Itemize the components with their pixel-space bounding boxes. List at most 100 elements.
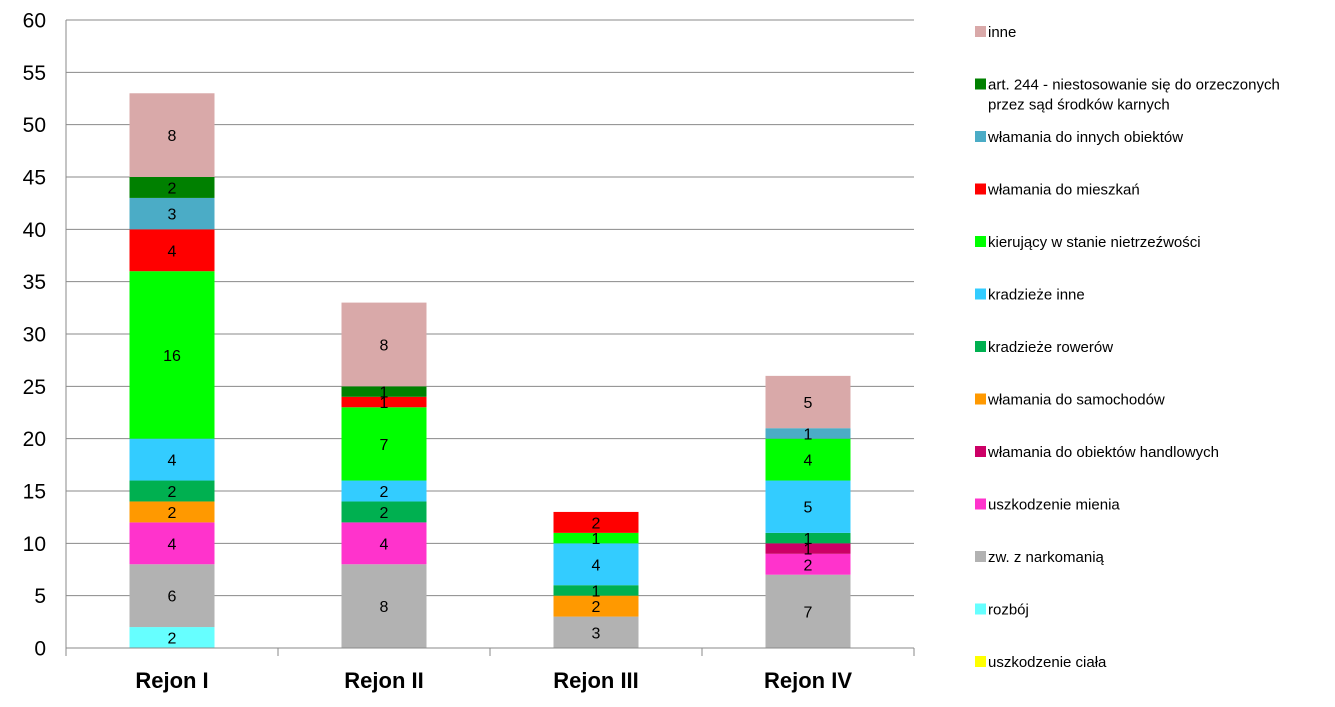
legend-label: rozbój: [988, 602, 1029, 619]
y-tick-label: 20: [23, 428, 46, 451]
legend-label: zw. z narkomanią: [988, 549, 1105, 566]
data-label: 1: [804, 542, 813, 559]
data-label: 3: [592, 625, 601, 642]
legend-swatch: [975, 446, 986, 457]
data-label: 5: [804, 500, 813, 517]
y-tick-label: 10: [23, 533, 46, 556]
y-tick-label: 5: [34, 585, 46, 608]
legend-swatch: [975, 498, 986, 510]
legend-swatch: [975, 603, 986, 615]
data-label: 1: [592, 583, 601, 600]
legend-item: art. 244 - niestosowanie się do orzeczon…: [975, 77, 1280, 114]
legend-item: uszkodzenie ciała: [975, 654, 1107, 671]
bar-segment: [129, 501, 215, 523]
bar-segment: [129, 93, 215, 177]
bar-segment: [553, 585, 639, 596]
legend-swatch: [975, 131, 986, 142]
bar-segment: [129, 177, 215, 198]
bar-segment: [341, 396, 427, 408]
y-tick-label: 0: [34, 638, 46, 661]
legend-item: zw. z narkomanią: [975, 549, 1105, 566]
data-label: 6: [168, 589, 177, 606]
bar-segment: [341, 407, 427, 481]
y-tick-label: 15: [23, 481, 46, 504]
x-tick-label: Rejon II: [344, 668, 423, 693]
bar-segment: [765, 438, 851, 481]
legend-item: włamania do mieszkań: [975, 182, 1140, 199]
data-label: 8: [380, 337, 389, 354]
data-label: 4: [804, 453, 813, 470]
bar-segment: [765, 375, 851, 429]
legend-label: inne: [988, 24, 1016, 41]
data-label: 4: [380, 536, 389, 553]
legend-swatch: [975, 26, 986, 37]
y-tick-label: 55: [23, 62, 46, 85]
legend-label: kradzieże inne: [988, 287, 1085, 304]
legend-swatch: [975, 288, 986, 300]
data-label: 2: [168, 180, 177, 197]
legend-swatch: [975, 78, 986, 90]
data-label: 1: [804, 531, 813, 548]
bar-segment: [765, 428, 851, 439]
legend-item: kradzieże rowerów: [975, 339, 1113, 356]
bar-segment: [341, 480, 427, 502]
legend-label: włamania do mieszkań: [987, 182, 1140, 199]
data-label: 4: [168, 536, 177, 553]
data-label: 8: [380, 599, 389, 616]
data-label: 1: [380, 385, 389, 402]
y-tick-label: 25: [23, 376, 46, 399]
legend-label: przez sąd środków karnych: [988, 97, 1170, 114]
bar-segment: [553, 532, 639, 544]
y-tick-label: 45: [23, 167, 46, 190]
legend-label: włamania do obiektów handlowych: [987, 444, 1219, 461]
data-label: 2: [380, 484, 389, 501]
legend-item: uszkodzenie mienia: [975, 497, 1120, 514]
legend-swatch: [975, 341, 986, 352]
legend-item: włamania do innych obiektów: [975, 129, 1183, 146]
data-label: 3: [168, 207, 177, 224]
data-label: 1: [804, 426, 813, 443]
legend-swatch: [975, 183, 986, 195]
bar-segment: [765, 574, 851, 648]
data-label: 2: [804, 557, 813, 574]
legend-label: uszkodzenie mienia: [988, 497, 1120, 514]
bar-segment: [129, 627, 215, 648]
bar-segment: [765, 532, 851, 544]
legend-item: kradzieże inne: [975, 287, 1085, 304]
bar-segment: [341, 386, 427, 397]
data-label: 2: [168, 505, 177, 522]
bar-segment: [341, 302, 427, 387]
bar-segment: [553, 616, 639, 648]
data-label: 4: [168, 243, 177, 260]
legend-label: uszkodzenie ciała: [988, 654, 1107, 671]
data-label: 2: [168, 631, 177, 648]
bar-segment: [129, 229, 215, 272]
data-label: 8: [168, 128, 177, 145]
data-label: 1: [592, 531, 601, 548]
data-label: 2: [168, 484, 177, 501]
legend: inne art. 244 - niestosowanie się do orze…: [975, 24, 1280, 671]
legend-item: inne: [975, 24, 1016, 41]
legend-label: włamania do innych obiektów: [987, 129, 1183, 146]
y-tick-label: 30: [23, 324, 46, 347]
legend-label: włamania do samochodów: [987, 392, 1165, 409]
bar-segment: [341, 564, 427, 648]
legend-swatch: [975, 551, 986, 562]
legend-item: kierujący w stanie nietrzeźwości: [975, 234, 1201, 251]
bar-segment: [765, 553, 851, 575]
bar-segment: [129, 564, 215, 628]
bar-segment: [553, 543, 639, 586]
bar-segment: [553, 511, 639, 533]
y-tick-label: 60: [23, 10, 46, 33]
data-label: 4: [168, 453, 177, 470]
bar-segment: [553, 595, 639, 617]
x-tick-label: Rejon III: [553, 668, 639, 693]
legend-item: rozbój: [975, 602, 1029, 619]
legend-label: art. 244 - niestosowanie się do orzeczon…: [988, 77, 1280, 94]
bar-segment: [341, 501, 427, 523]
x-tick-label: Rejon I: [135, 668, 208, 693]
